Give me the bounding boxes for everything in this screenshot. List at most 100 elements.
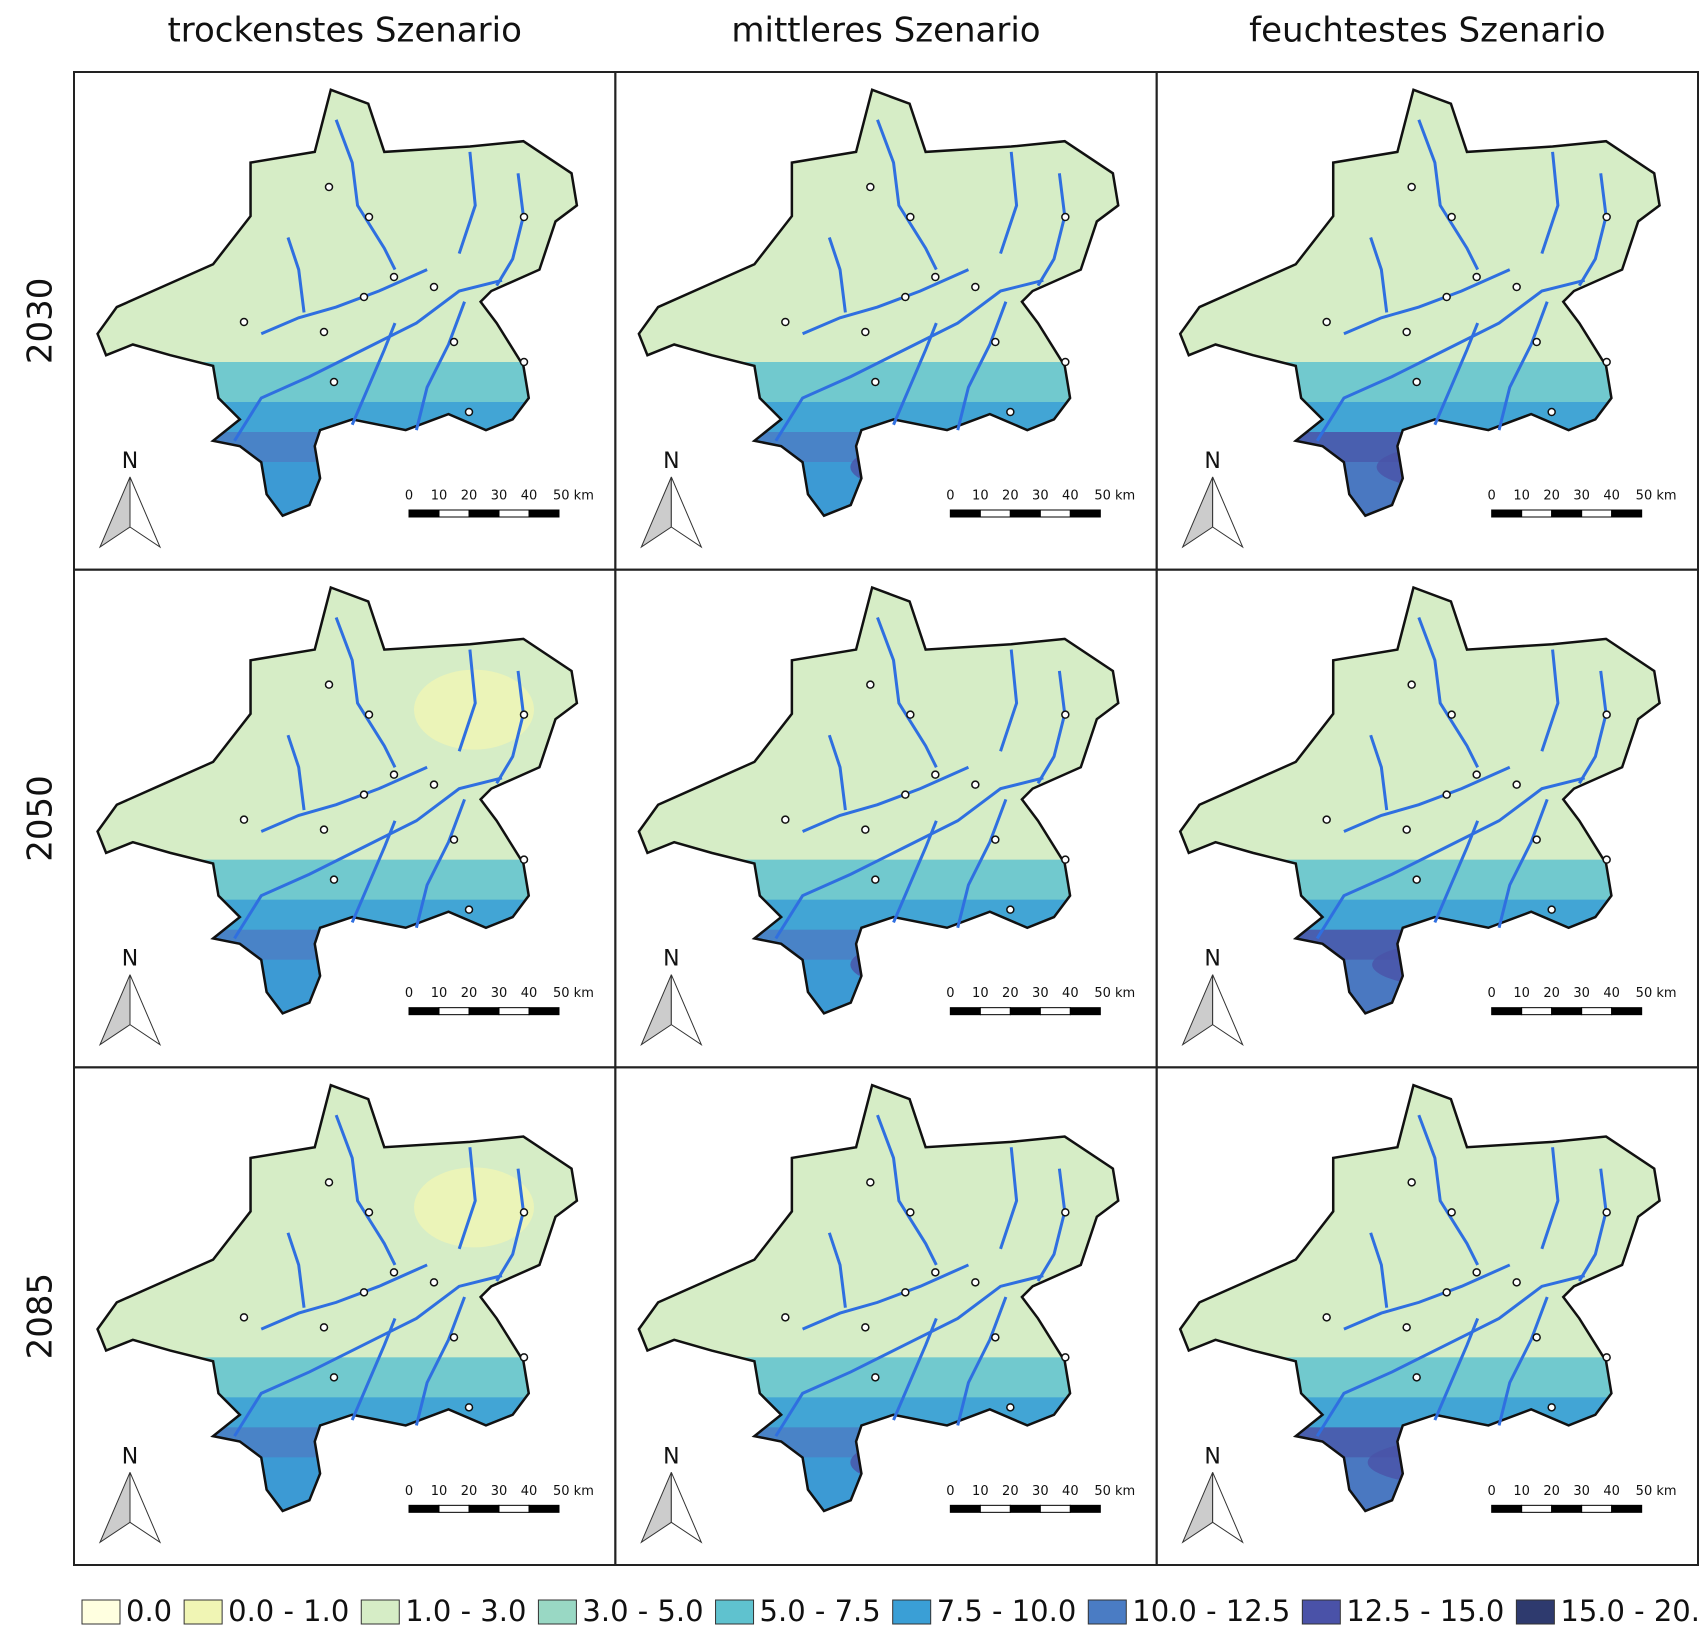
row-header: 2030 bbox=[21, 278, 61, 365]
scale-label: 20 bbox=[461, 489, 478, 504]
city bbox=[932, 1269, 939, 1276]
north-label: N bbox=[663, 1444, 679, 1469]
city bbox=[972, 781, 979, 788]
city bbox=[992, 836, 999, 843]
city bbox=[1513, 284, 1520, 291]
scale-label: 40 bbox=[521, 489, 538, 504]
north-arrow-right bbox=[671, 477, 701, 547]
north-arrow-right bbox=[130, 477, 160, 547]
city bbox=[867, 184, 874, 191]
legend-swatch bbox=[361, 1600, 399, 1624]
city bbox=[521, 711, 528, 718]
scale-segment bbox=[1010, 1008, 1040, 1015]
north-arrow-left bbox=[1183, 1472, 1213, 1542]
scale-segment bbox=[499, 1505, 529, 1512]
city bbox=[992, 1334, 999, 1341]
city bbox=[241, 319, 248, 326]
city bbox=[321, 826, 328, 833]
scale-label: 0 bbox=[946, 489, 954, 504]
city bbox=[1533, 339, 1540, 346]
legend-swatch bbox=[1516, 1600, 1554, 1624]
scale-label: 20 bbox=[1543, 489, 1560, 504]
city bbox=[902, 1289, 909, 1296]
scale-label: 20 bbox=[1543, 1484, 1560, 1499]
city bbox=[1403, 826, 1410, 833]
scale-segment bbox=[1010, 1505, 1040, 1512]
city bbox=[451, 836, 458, 843]
scale-segment bbox=[1492, 510, 1522, 517]
scale-label: 50 km bbox=[1094, 489, 1135, 504]
scale-label: 0 bbox=[405, 489, 413, 504]
scale-label: 10 bbox=[972, 1484, 989, 1499]
north-label: N bbox=[1204, 1444, 1220, 1469]
north-arrow-left bbox=[1183, 975, 1213, 1045]
scale-segment bbox=[439, 1505, 469, 1512]
scale-segment bbox=[439, 1008, 469, 1015]
scale-label: 10 bbox=[431, 489, 448, 504]
city bbox=[1408, 1179, 1415, 1186]
city bbox=[521, 1209, 528, 1216]
north-arrow-left bbox=[641, 975, 671, 1045]
scale-label: 20 bbox=[1543, 986, 1560, 1001]
scale-label: 30 bbox=[1032, 489, 1049, 504]
city bbox=[241, 1314, 248, 1321]
scale-segment bbox=[499, 1008, 529, 1015]
scale-label: 30 bbox=[1573, 1484, 1590, 1499]
city bbox=[872, 1374, 879, 1381]
north-arrow-right bbox=[130, 1472, 160, 1542]
city bbox=[431, 284, 438, 291]
north-label: N bbox=[1204, 449, 1220, 474]
scale-label: 40 bbox=[1062, 489, 1079, 504]
city bbox=[466, 409, 473, 416]
city bbox=[361, 1289, 368, 1296]
city bbox=[1413, 1374, 1420, 1381]
row-header: 2050 bbox=[21, 775, 61, 862]
legend-label: 12.5 - 15.0 bbox=[1346, 1594, 1504, 1628]
zone bbox=[74, 1397, 615, 1565]
city bbox=[241, 816, 248, 823]
city bbox=[431, 781, 438, 788]
city bbox=[972, 1279, 979, 1286]
scale-segment bbox=[469, 1008, 499, 1015]
scale-segment bbox=[529, 1505, 559, 1512]
map-figure: N01020304050 kmN01020304050 kmN010203040… bbox=[0, 0, 1700, 1643]
scale-segment bbox=[980, 510, 1010, 517]
city bbox=[1548, 1404, 1555, 1411]
scale-label: 20 bbox=[461, 1484, 478, 1499]
scale-segment bbox=[409, 510, 439, 517]
scale-label: 50 km bbox=[553, 489, 594, 504]
city bbox=[331, 1374, 338, 1381]
city bbox=[321, 1324, 328, 1331]
scale-segment bbox=[1492, 1505, 1522, 1512]
scale-label: 10 bbox=[431, 986, 448, 1001]
scale-segment bbox=[499, 510, 529, 517]
zone bbox=[850, 1437, 1020, 1487]
city bbox=[1323, 319, 1330, 326]
city bbox=[1007, 409, 1014, 416]
city bbox=[321, 329, 328, 336]
scale-segment bbox=[409, 1505, 439, 1512]
zone bbox=[615, 402, 1156, 570]
zone bbox=[850, 442, 1020, 492]
city bbox=[1403, 329, 1410, 336]
scale-label: 20 bbox=[1002, 1484, 1019, 1499]
city bbox=[992, 339, 999, 346]
scale-segment bbox=[439, 510, 469, 517]
north-arrow-left bbox=[1183, 477, 1213, 547]
zone bbox=[615, 900, 1156, 1068]
scale-label: 40 bbox=[1603, 986, 1620, 1001]
city bbox=[867, 681, 874, 688]
scale-segment bbox=[950, 510, 980, 517]
zone bbox=[850, 940, 1020, 990]
city bbox=[932, 771, 939, 778]
city bbox=[782, 319, 789, 326]
scale-label: 50 km bbox=[553, 986, 594, 1001]
city bbox=[431, 1279, 438, 1286]
city bbox=[1062, 1354, 1069, 1361]
north-label: N bbox=[122, 1444, 138, 1469]
city bbox=[366, 1209, 373, 1216]
scale-label: 20 bbox=[1002, 489, 1019, 504]
city bbox=[902, 791, 909, 798]
